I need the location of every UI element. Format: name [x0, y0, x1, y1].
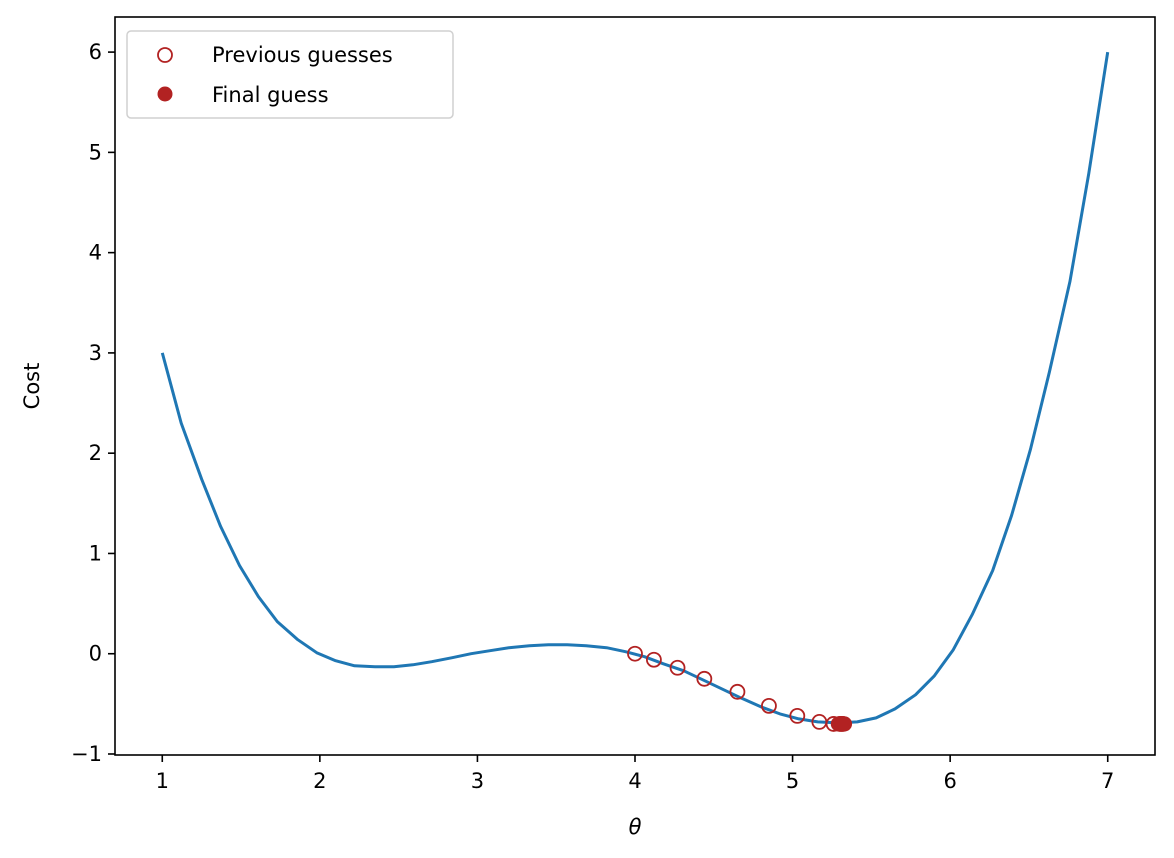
x-tick-label: 5	[786, 769, 799, 793]
x-tick-label: 6	[943, 769, 956, 793]
y-tick-label: 1	[89, 541, 102, 565]
final-guess-point	[837, 716, 853, 732]
legend-label-final-guess: Final guess	[212, 83, 329, 107]
legend: Previous guesses Final guess	[126, 30, 454, 119]
previous-guess-point	[627, 645, 643, 662]
y-tick-label: 5	[89, 140, 102, 164]
x-tick-label: 7	[1101, 769, 1114, 793]
y-tick-label: 3	[89, 341, 102, 365]
y-tick-label: 6	[89, 40, 102, 64]
previous-guess-point	[729, 683, 746, 700]
x-axis-label: θ	[629, 815, 642, 839]
y-tick-label: 0	[89, 642, 102, 666]
x-tick-label: 1	[156, 769, 169, 793]
x-tick-label: 2	[313, 769, 326, 793]
x-tick-label: 4	[628, 769, 641, 793]
plot-area	[160, 51, 1110, 732]
legend-box	[126, 30, 454, 119]
y-axis-label: Cost	[20, 363, 44, 410]
previous-guess-point	[669, 659, 686, 676]
legend-marker-final-guess	[157, 86, 173, 102]
legend-label-previous-guesses: Previous guesses	[212, 43, 393, 67]
y-tick-label: 4	[89, 241, 102, 265]
previous-guess-point	[761, 697, 777, 714]
previous-guess-point	[696, 670, 713, 687]
cost-curve-line	[160, 51, 1110, 725]
x-tick-label: 3	[471, 769, 484, 793]
y-tick-label: 2	[89, 441, 102, 465]
previous-guess-point	[646, 651, 662, 668]
legend-marker-previous-guesses	[157, 47, 173, 63]
previous-guess-point	[789, 707, 806, 724]
ticks: 1 2 3 4 5 6 7 −1 0 1 2 3 4 5 6	[71, 40, 1114, 793]
y-tick-label: −1	[71, 742, 102, 766]
